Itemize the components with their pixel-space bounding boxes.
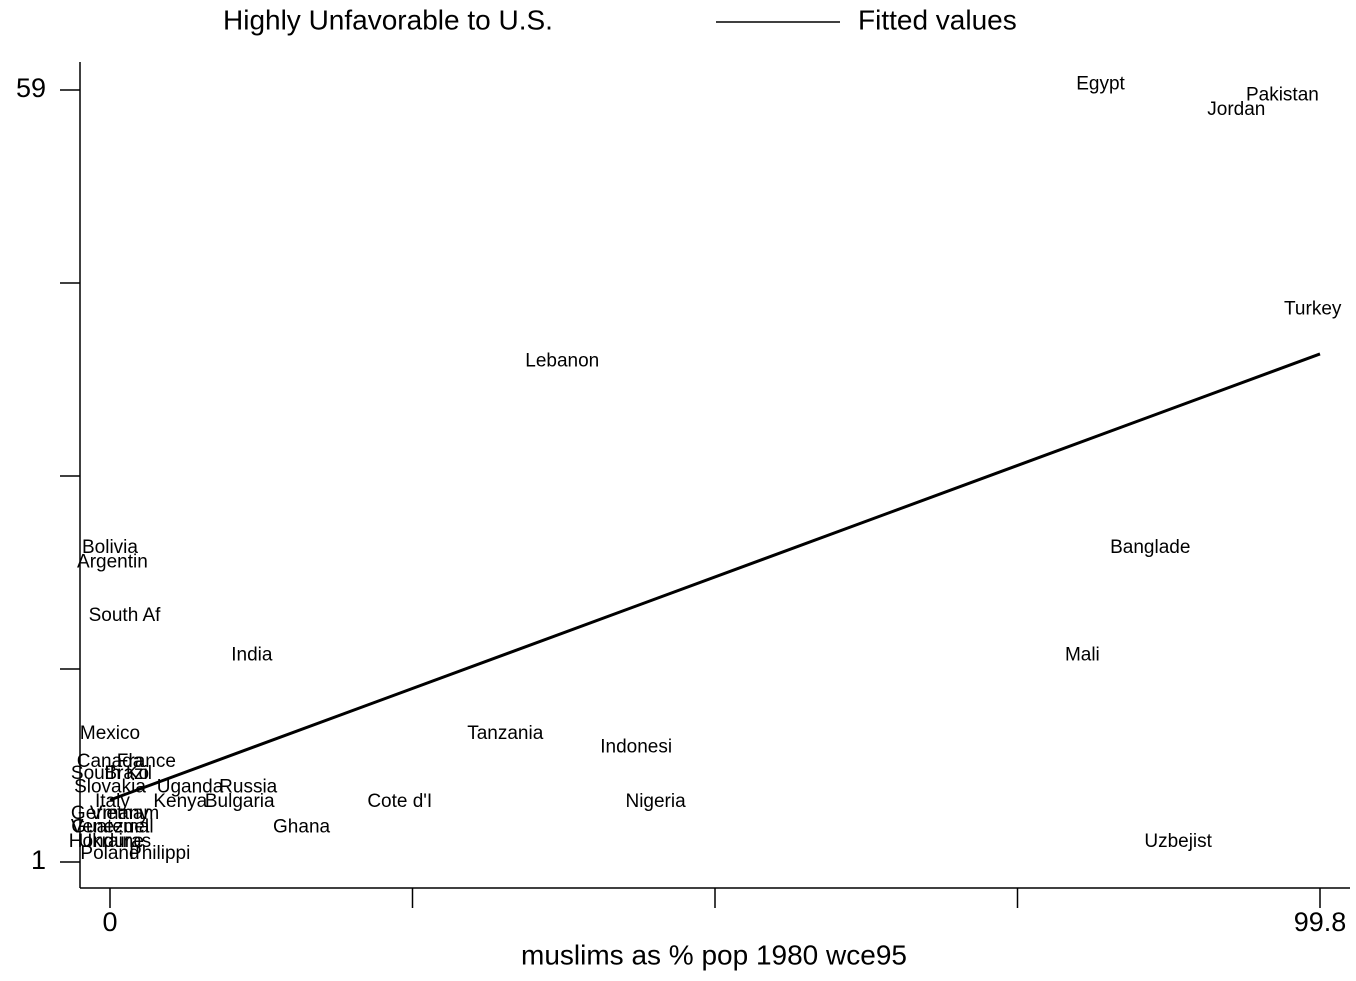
point-label: Venezuel: [71, 816, 149, 837]
point-label: Nigeria: [625, 791, 686, 812]
point-label: Egypt: [1076, 74, 1125, 95]
point-label: South Ko: [71, 763, 149, 784]
point-label: Germany: [71, 803, 150, 824]
point-label: Jordan: [1207, 99, 1265, 120]
point-label: Honduras: [69, 831, 151, 852]
point-label: Indonesi: [600, 737, 672, 758]
point-label: Uganda: [157, 776, 224, 797]
point-label: Ghana: [273, 816, 330, 837]
point-label: Ukraine: [78, 831, 143, 852]
x-tick-label: 0: [102, 907, 117, 937]
x-tick-label: 99.8: [1294, 907, 1347, 937]
point-label: Argentin: [77, 552, 148, 573]
point-label: Brazil: [104, 763, 152, 784]
legend-label: Fitted values: [858, 4, 1017, 35]
point-label: Lebanon: [525, 351, 599, 372]
point-label: Guatemal: [71, 816, 153, 837]
point-label: Banglade: [1110, 537, 1190, 558]
point-label: Kenya: [153, 791, 207, 812]
point-label: Mali: [1065, 645, 1100, 666]
point-label: Canada: [77, 751, 144, 772]
point-label: Pakistan: [1246, 84, 1319, 105]
point-label: Philippi: [129, 843, 190, 864]
y-tick-label: 1: [31, 845, 46, 875]
legend-label: Highly Unfavorable to U.S.: [223, 4, 553, 35]
fitted-line: [109, 352, 1321, 802]
point-label: Tanzania: [467, 723, 543, 744]
point-label: France: [117, 751, 176, 772]
point-label: Poland: [80, 843, 139, 864]
x-axis-label: muslims as % pop 1980 wce95: [521, 939, 907, 970]
point-label: Mexico: [80, 723, 140, 744]
point-label: India: [231, 645, 273, 666]
point-label: Bolivia: [82, 537, 138, 558]
y-tick-label: 59: [16, 73, 46, 103]
point-label: Russia: [219, 776, 278, 797]
point-label: Turkey: [1284, 299, 1342, 320]
point-label: Bulgaria: [205, 791, 275, 812]
point-label: Vietnam: [90, 803, 159, 824]
point-label: South Af: [89, 605, 162, 626]
point-label: Cote d'I: [367, 791, 432, 812]
point-label: Uzbejist: [1144, 831, 1212, 852]
